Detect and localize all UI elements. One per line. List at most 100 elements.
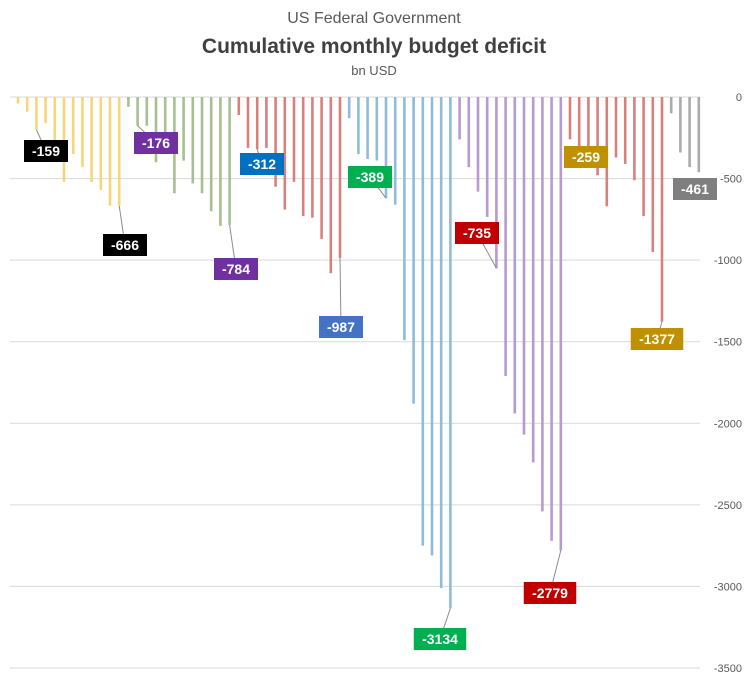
- data-label-box: [348, 166, 392, 188]
- y-tick-label: -1500: [714, 337, 742, 349]
- bar: [485, 97, 489, 217]
- bar: [200, 97, 204, 194]
- data-label-text: -3134: [422, 631, 458, 647]
- bar: [292, 97, 296, 182]
- data-label-box: [673, 178, 717, 200]
- data-label-box: [134, 132, 178, 154]
- bar: [90, 97, 93, 182]
- bar: [311, 97, 314, 218]
- data-label-text: -176: [142, 135, 170, 151]
- bar: [651, 97, 655, 252]
- bar: [163, 97, 167, 133]
- data-label-text: -259: [572, 149, 600, 165]
- chart-supertitle: US Federal Government: [287, 10, 461, 27]
- bar: [255, 97, 259, 150]
- data-label-box: [103, 234, 147, 256]
- data-label-text: -159: [32, 143, 60, 159]
- data-label-box: [240, 153, 284, 175]
- bar: [301, 97, 305, 217]
- bar: [357, 97, 360, 155]
- bar: [513, 97, 517, 414]
- bar: [219, 97, 222, 226]
- bar: [623, 97, 627, 164]
- data-label-text: -666: [111, 237, 139, 253]
- bar: [403, 97, 406, 341]
- bar: [99, 97, 103, 190]
- bar: [439, 97, 443, 589]
- bar: [127, 97, 130, 107]
- bar: [283, 97, 287, 210]
- bar: [467, 97, 471, 168]
- bar: [246, 97, 250, 148]
- y-tick-label: 0: [736, 92, 742, 104]
- bar: [35, 97, 38, 130]
- bar: [375, 97, 379, 161]
- data-label-box: [413, 628, 467, 650]
- bar: [458, 97, 461, 140]
- data-label-box: [24, 140, 68, 162]
- data-label: -312: [240, 153, 284, 175]
- bar: [421, 97, 425, 546]
- data-label-text: -312: [248, 156, 276, 172]
- bar: [338, 97, 342, 259]
- data-label-box: [455, 222, 499, 244]
- y-tick-label: -1000: [714, 255, 742, 267]
- bar: [633, 97, 636, 181]
- data-label-box: [523, 582, 577, 604]
- bar: [688, 97, 691, 168]
- bar: [53, 97, 57, 146]
- data-label-box: [319, 316, 363, 338]
- y-tick-label: -2000: [714, 418, 742, 430]
- y-tick-label: -2500: [714, 500, 742, 512]
- bar: [587, 97, 590, 156]
- bar: [568, 97, 572, 140]
- data-label: -784: [214, 258, 258, 280]
- bar: [329, 97, 333, 274]
- bar: [577, 97, 581, 158]
- bar: [504, 97, 507, 376]
- leader-lines: [35, 125, 663, 640]
- bar: [614, 97, 618, 158]
- data-label-box: [564, 146, 608, 168]
- bar: [274, 97, 277, 187]
- bar: [697, 97, 701, 173]
- chart-subtitle: bn USD: [351, 63, 397, 78]
- gridlines: [10, 96, 700, 669]
- bar: [531, 97, 535, 463]
- bar: [449, 97, 452, 609]
- data-label-text: -784: [222, 261, 250, 277]
- data-label: -159: [24, 140, 68, 162]
- bar: [347, 97, 351, 119]
- data-label-text: -987: [327, 319, 355, 335]
- data-label: -176: [134, 132, 178, 154]
- bar: [476, 97, 480, 192]
- bar: [541, 97, 544, 512]
- bar: [62, 97, 66, 182]
- bar: [660, 97, 664, 322]
- bar: [228, 97, 231, 225]
- data-label: -3134: [413, 628, 467, 650]
- bar: [412, 97, 415, 404]
- data-label-box: [214, 258, 258, 280]
- data-label-text: -389: [356, 169, 384, 185]
- y-tick-label: -3000: [714, 581, 742, 593]
- bar: [154, 97, 158, 163]
- bar: [182, 97, 185, 161]
- bar: [669, 97, 673, 114]
- data-label: -2779: [523, 582, 577, 604]
- data-label-text: -1377: [639, 331, 675, 347]
- bar: [366, 97, 369, 159]
- leader-line: [339, 258, 342, 328]
- bar: [209, 97, 213, 212]
- bar: [71, 97, 75, 155]
- bar: [642, 97, 645, 217]
- bar: [320, 97, 323, 239]
- chart-title: Cumulative monthly budget deficit: [201, 35, 547, 58]
- bar: [679, 97, 682, 153]
- data-label: -735: [455, 222, 499, 244]
- data-label: -666: [103, 234, 147, 256]
- bar: [108, 97, 112, 206]
- y-axis-ticks: 0 -500 -1000 -1500 -2000 -2500 -3000 -3500: [714, 92, 742, 675]
- bar: [191, 97, 195, 184]
- bar: [559, 97, 563, 551]
